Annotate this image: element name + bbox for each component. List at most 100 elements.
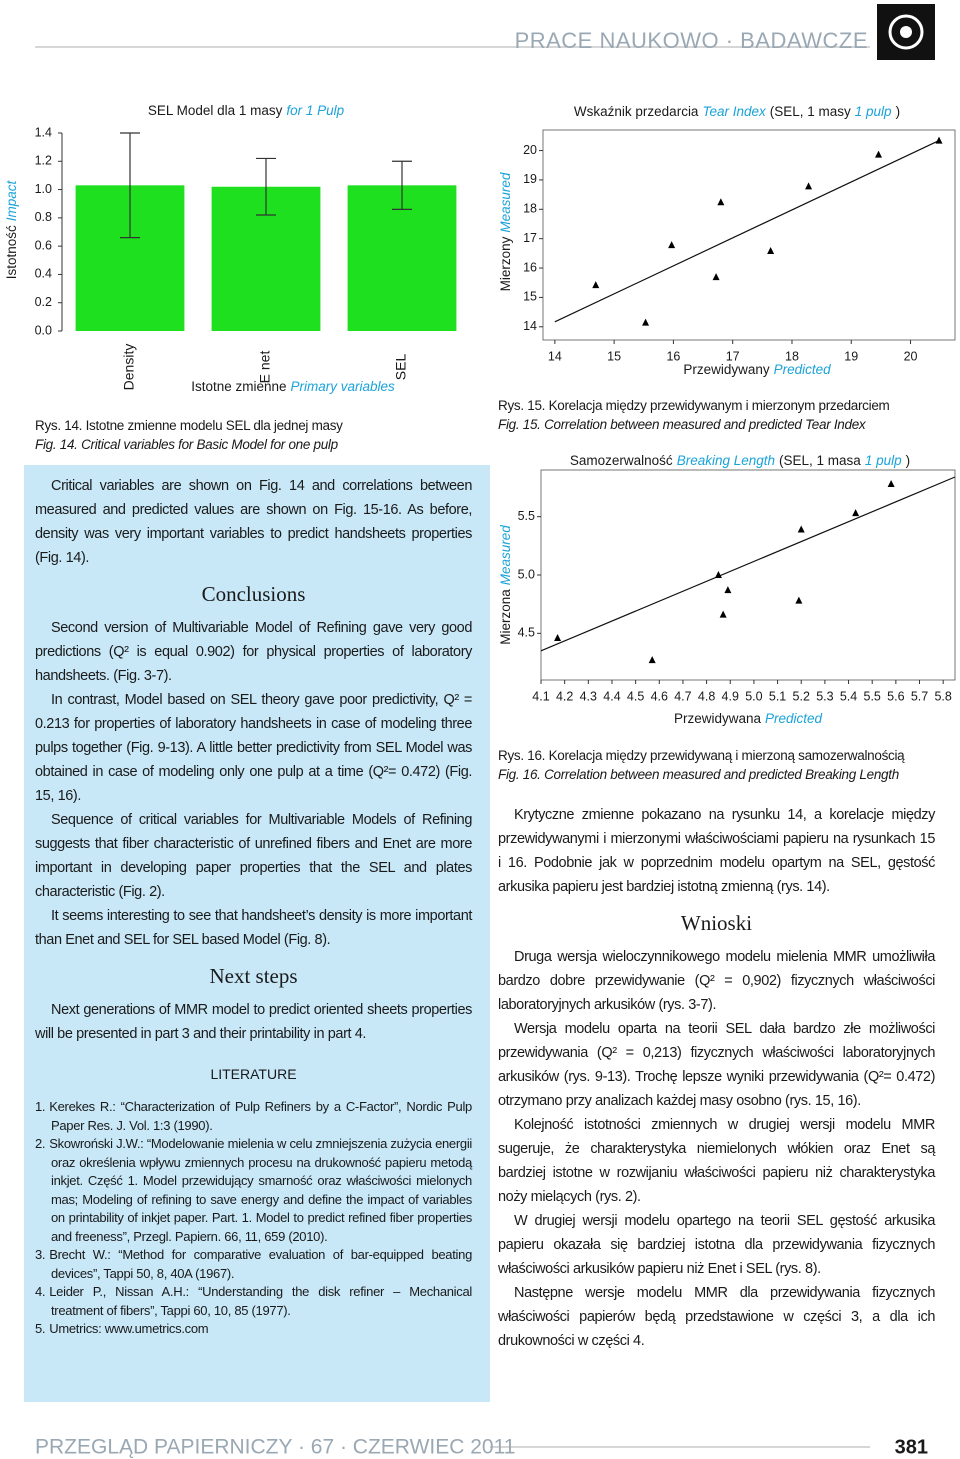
x-tick-label: 4.8 [698, 689, 715, 703]
data-point [714, 571, 722, 578]
data-point [852, 509, 860, 517]
caption-pl: Rys. 16. Korelacja między przewidywaną i… [498, 748, 905, 763]
reference: 1. Kerekes R.: “Characterization of Pulp … [35, 1098, 472, 1135]
y-tick-label: 0.4 [35, 267, 52, 281]
plot-frame [540, 469, 956, 681]
data-point [724, 586, 732, 594]
x-tick-label: 15 [607, 349, 621, 363]
y-tick-label: 0.6 [35, 238, 52, 252]
chart: Wskaźnik przedarcia Tear Index (SEL, 1 mas… [498, 104, 956, 377]
chart-title-part: ) [906, 453, 911, 468]
y-tick-label: 20 [523, 143, 537, 157]
chart-title-part: (SEL, 1 masa [779, 453, 861, 468]
data-point [767, 247, 775, 255]
footer-journal: PRZEGLĄD PAPIERNICZY · 67 · CZERWIEC 201… [35, 1436, 515, 1459]
paragraph: W drugiej wersji modelu opartego na teor… [498, 1213, 935, 1277]
chart-title: Wskaźnik przedarcia Tear Index (SEL, 1 mas… [574, 104, 900, 119]
y-axis-label: Istotność Impact [4, 179, 19, 279]
trend-line [554, 140, 940, 323]
header-title: PRACE NAUKOWO · BADAWCZE [515, 28, 868, 53]
y-axis-label-part: Measured [498, 172, 513, 233]
x-tick-label: 4.7 [674, 689, 691, 703]
data-point [668, 241, 676, 249]
y-tick-label: 15 [523, 290, 537, 304]
y-tick-label: 16 [523, 260, 537, 274]
y-tick-label: 5.5 [518, 509, 535, 523]
y-tick-label: 19 [523, 172, 537, 186]
data-point [717, 198, 725, 206]
y-tick-label: 1.0 [35, 182, 52, 196]
reference-number: 2. [35, 1136, 46, 1151]
logo [877, 4, 935, 60]
data-point [554, 634, 562, 641]
x-axis-label-part: Przewidywana [674, 711, 762, 726]
x-tick-label: 17 [726, 349, 740, 363]
error-bar [256, 157, 276, 216]
reference-number: 1. [35, 1099, 46, 1114]
data-point [592, 281, 600, 289]
x-axis-label: Przewidywana Predicted [674, 711, 823, 726]
chart: SEL Model dla 1 masy for 1 Pulp Istotne zm… [4, 103, 457, 394]
data-point [797, 525, 805, 533]
y-tick-label: 0.2 [35, 295, 52, 309]
reference-text: Brecht W.: “Method for comparative evalu… [49, 1247, 472, 1281]
chart-title-part: 1 pulp [865, 453, 902, 468]
data-point [642, 318, 650, 326]
y-axis-label-part: Measured [498, 525, 513, 586]
data-point [648, 656, 656, 664]
blue-panel [24, 465, 490, 1402]
x-tick-label: 5.3 [816, 689, 833, 703]
paragraph: Wersja modelu oparta na teorii SEL dała … [498, 1021, 935, 1109]
paragraph: Critical variables are shown on Fig. 14 … [35, 478, 472, 566]
x-axis-label-part: Istotne zmienne [191, 379, 286, 394]
reference-text: Kerekes R.: “Characterization of Pulp Re… [49, 1099, 472, 1133]
x-tick-label: 4.9 [722, 689, 739, 703]
x-axis-label-part: Primary variables [291, 379, 396, 394]
y-axis-label-part: Mierzony [498, 236, 513, 291]
x-axis-label-part: Przewidywany [683, 362, 770, 377]
y-axis-label-part: Mierzona [498, 589, 513, 645]
chart-title-part: 1 pulp [855, 104, 892, 119]
caption: Rys. 15. Korelacja między przewidywanym … [498, 396, 948, 434]
caption-pl: Rys. 14. Istotne zmienne modelu SEL dla … [35, 418, 343, 433]
x-tick-label: 4.4 [603, 689, 620, 703]
caption-en: Fig. 15. Correlation between measured an… [498, 417, 866, 432]
chart-title-part: (SEL, 1 masy [770, 104, 851, 119]
caption-en: Fig. 16. Correlation between measured an… [498, 767, 899, 782]
x-tick-label: SEL [393, 354, 409, 381]
x-tick-label: 5.2 [793, 689, 810, 703]
paragraph: Kolejność istotności zmiennych w drugiej… [498, 1117, 935, 1205]
chart-title-part: Wskaźnik przedarcia [574, 104, 699, 119]
trend-line [540, 476, 956, 652]
x-axis-label-part: Predicted [774, 362, 832, 377]
x-tick-label: 4.1 [532, 689, 549, 703]
y-axis-label: Mierzony Measured [498, 172, 513, 291]
y-axis-label: Mierzona Measured [498, 525, 513, 645]
page-number: 381 [895, 1436, 928, 1458]
reference-text: Skowroński J.W.: “Modelowanie mielenia w… [49, 1136, 472, 1244]
x-tick-label: 5.6 [887, 689, 904, 703]
caption-pl: Rys. 15. Korelacja między przewidywanym … [498, 398, 890, 413]
chart-title-part: for 1 Pulp [286, 103, 344, 118]
caption: Rys. 16. Korelacja między przewidywaną i… [498, 746, 948, 784]
paragraph: Druga wersja wieloczynnikowego modelu mi… [498, 949, 935, 1013]
reference: 3. Brecht W.: “Method for comparative eva… [35, 1246, 472, 1283]
chart-title-part: SEL Model dla 1 masy [148, 103, 283, 118]
paragraph: Next generations of MMR model to predict… [35, 1002, 472, 1042]
x-tick-label: 18 [785, 349, 799, 363]
section-heading: Next steps [209, 964, 298, 988]
x-tick-label: 19 [844, 349, 858, 363]
y-axis-label-part: Impact [4, 179, 19, 221]
data-point [805, 182, 813, 190]
reference-list: 1. Kerekes R.: “Characterization of Pulp … [35, 1098, 472, 1339]
y-tick-label: 4.5 [518, 626, 535, 640]
section-heading: Wnioski [680, 911, 753, 935]
chart-title-part: Samozerwalność [570, 453, 673, 468]
right-column: Krytyczne zmienne pokazano na rysunku 14… [498, 803, 935, 1353]
data-point [719, 610, 727, 618]
data-point [795, 596, 803, 604]
reference-text: Umetrics: www.umetrics.com [49, 1321, 209, 1336]
paragraph: Sequence of critical variables for Multi… [35, 812, 472, 900]
y-tick-label: 0.0 [35, 323, 52, 337]
